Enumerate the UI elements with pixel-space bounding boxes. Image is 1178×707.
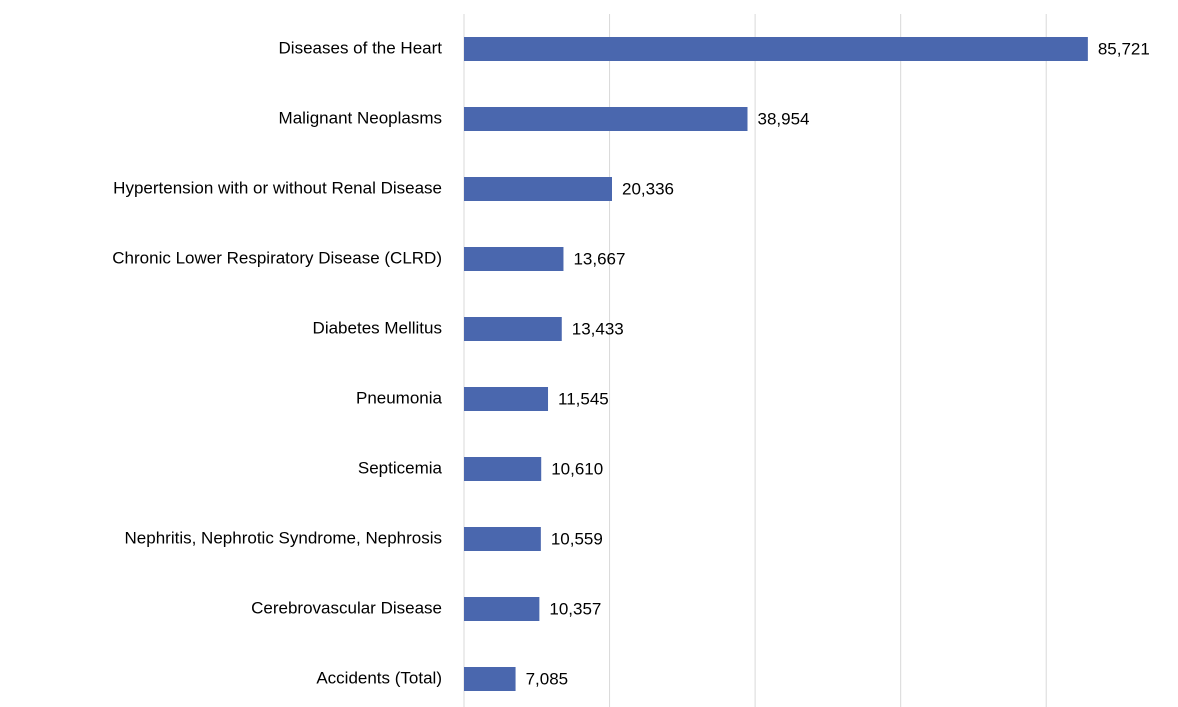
bar: [464, 667, 516, 691]
y-tick-label: Hypertension with or without Renal Disea…: [113, 178, 442, 197]
value-label: 85,721: [1098, 39, 1150, 58]
value-label: 11,545: [558, 389, 609, 408]
value-label: 10,559: [551, 529, 603, 548]
y-tick-label: Chronic Lower Respiratory Disease (CLRD): [112, 248, 442, 267]
y-tick-label: Diabetes Mellitus: [313, 318, 442, 337]
y-tick-label: Pneumonia: [356, 388, 443, 407]
value-label: 38,954: [757, 109, 809, 128]
value-label: 10,610: [551, 459, 603, 478]
y-tick-label: Malignant Neoplasms: [279, 108, 442, 127]
bar: [464, 177, 613, 201]
bar: [464, 457, 542, 481]
bar: [464, 317, 562, 341]
y-tick-label: Cerebrovascular Disease: [251, 598, 442, 617]
bar: [464, 387, 549, 411]
bar: [464, 37, 1088, 61]
value-label: 10,357: [549, 599, 601, 618]
bar: [464, 247, 564, 271]
y-tick-label: Septicemia: [358, 458, 443, 477]
y-tick-label: Diseases of the Heart: [279, 38, 443, 57]
value-label: 13,433: [572, 319, 624, 338]
bar: [464, 107, 748, 131]
y-tick-label: Nephritis, Nephrotic Syndrome, Nephrosis: [125, 528, 442, 547]
bar: [464, 597, 540, 621]
value-label: 20,336: [622, 179, 674, 198]
value-label: 13,667: [573, 249, 625, 268]
value-label: 7,085: [526, 669, 569, 688]
bar: [464, 527, 541, 551]
y-tick-label: Accidents (Total): [316, 668, 442, 687]
